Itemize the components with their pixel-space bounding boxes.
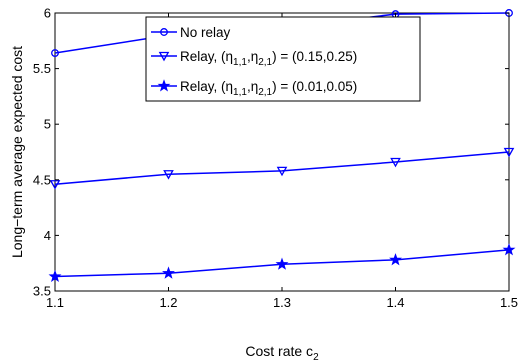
series-layer (48, 9, 516, 283)
series-2 (49, 147, 515, 190)
data-point (163, 170, 174, 180)
y-tick-label: 5 (44, 117, 51, 132)
legend-label: Relay, (η1,1,η2,1) = (0.01,0.05) (180, 79, 357, 98)
y-tick-label: 4.5 (33, 172, 51, 187)
data-point (502, 243, 516, 256)
x-axis-label: Cost rate c2 (245, 343, 319, 363)
series-3 (48, 243, 516, 283)
legend: No relay Relay, (η1,1,η2,1) = (0.15,0.25)… (145, 16, 421, 102)
series-line (54, 151, 510, 185)
legend-item: Relay, (η1,1,η2,1) = (0.15,0.25) (151, 49, 357, 68)
data-point (276, 166, 288, 177)
x-tick-label: 1.4 (386, 295, 404, 310)
y-tick-label: 6 (44, 6, 51, 21)
data-point (275, 257, 289, 270)
data-point (162, 266, 175, 279)
legend-marker (158, 51, 170, 62)
ticks-layer: 1.1 1.2 1.3 1.4 1.5 3.5 4 4.5 5 5.5 6 (33, 6, 518, 311)
data-point (389, 253, 402, 266)
legend-marker (160, 28, 168, 36)
data-point (390, 157, 401, 168)
y-tick-label: 3.5 (33, 284, 51, 299)
y-axis-label: Long−term average expected cost (9, 46, 25, 258)
legend-item: No relay (151, 25, 231, 40)
data-point (503, 147, 515, 158)
legend-label: No relay (180, 25, 231, 40)
x-tick-label: 1.2 (159, 295, 177, 310)
data-point (48, 269, 62, 283)
y-tick-label: 5.5 (33, 61, 51, 76)
legend-box (145, 16, 421, 102)
y-tick-label: 4 (44, 228, 51, 243)
legend-marker (157, 79, 171, 92)
x-tick-label: 1.1 (46, 295, 64, 310)
legend-item: Relay, (η1,1,η2,1) = (0.01,0.05) (151, 79, 357, 98)
x-tick-label: 1.3 (273, 295, 291, 310)
data-point (49, 180, 61, 190)
data-point (51, 49, 59, 57)
legend-label: Relay, (η1,1,η2,1) = (0.15,0.25) (180, 49, 357, 68)
x-tick-label: 1.5 (500, 295, 518, 310)
